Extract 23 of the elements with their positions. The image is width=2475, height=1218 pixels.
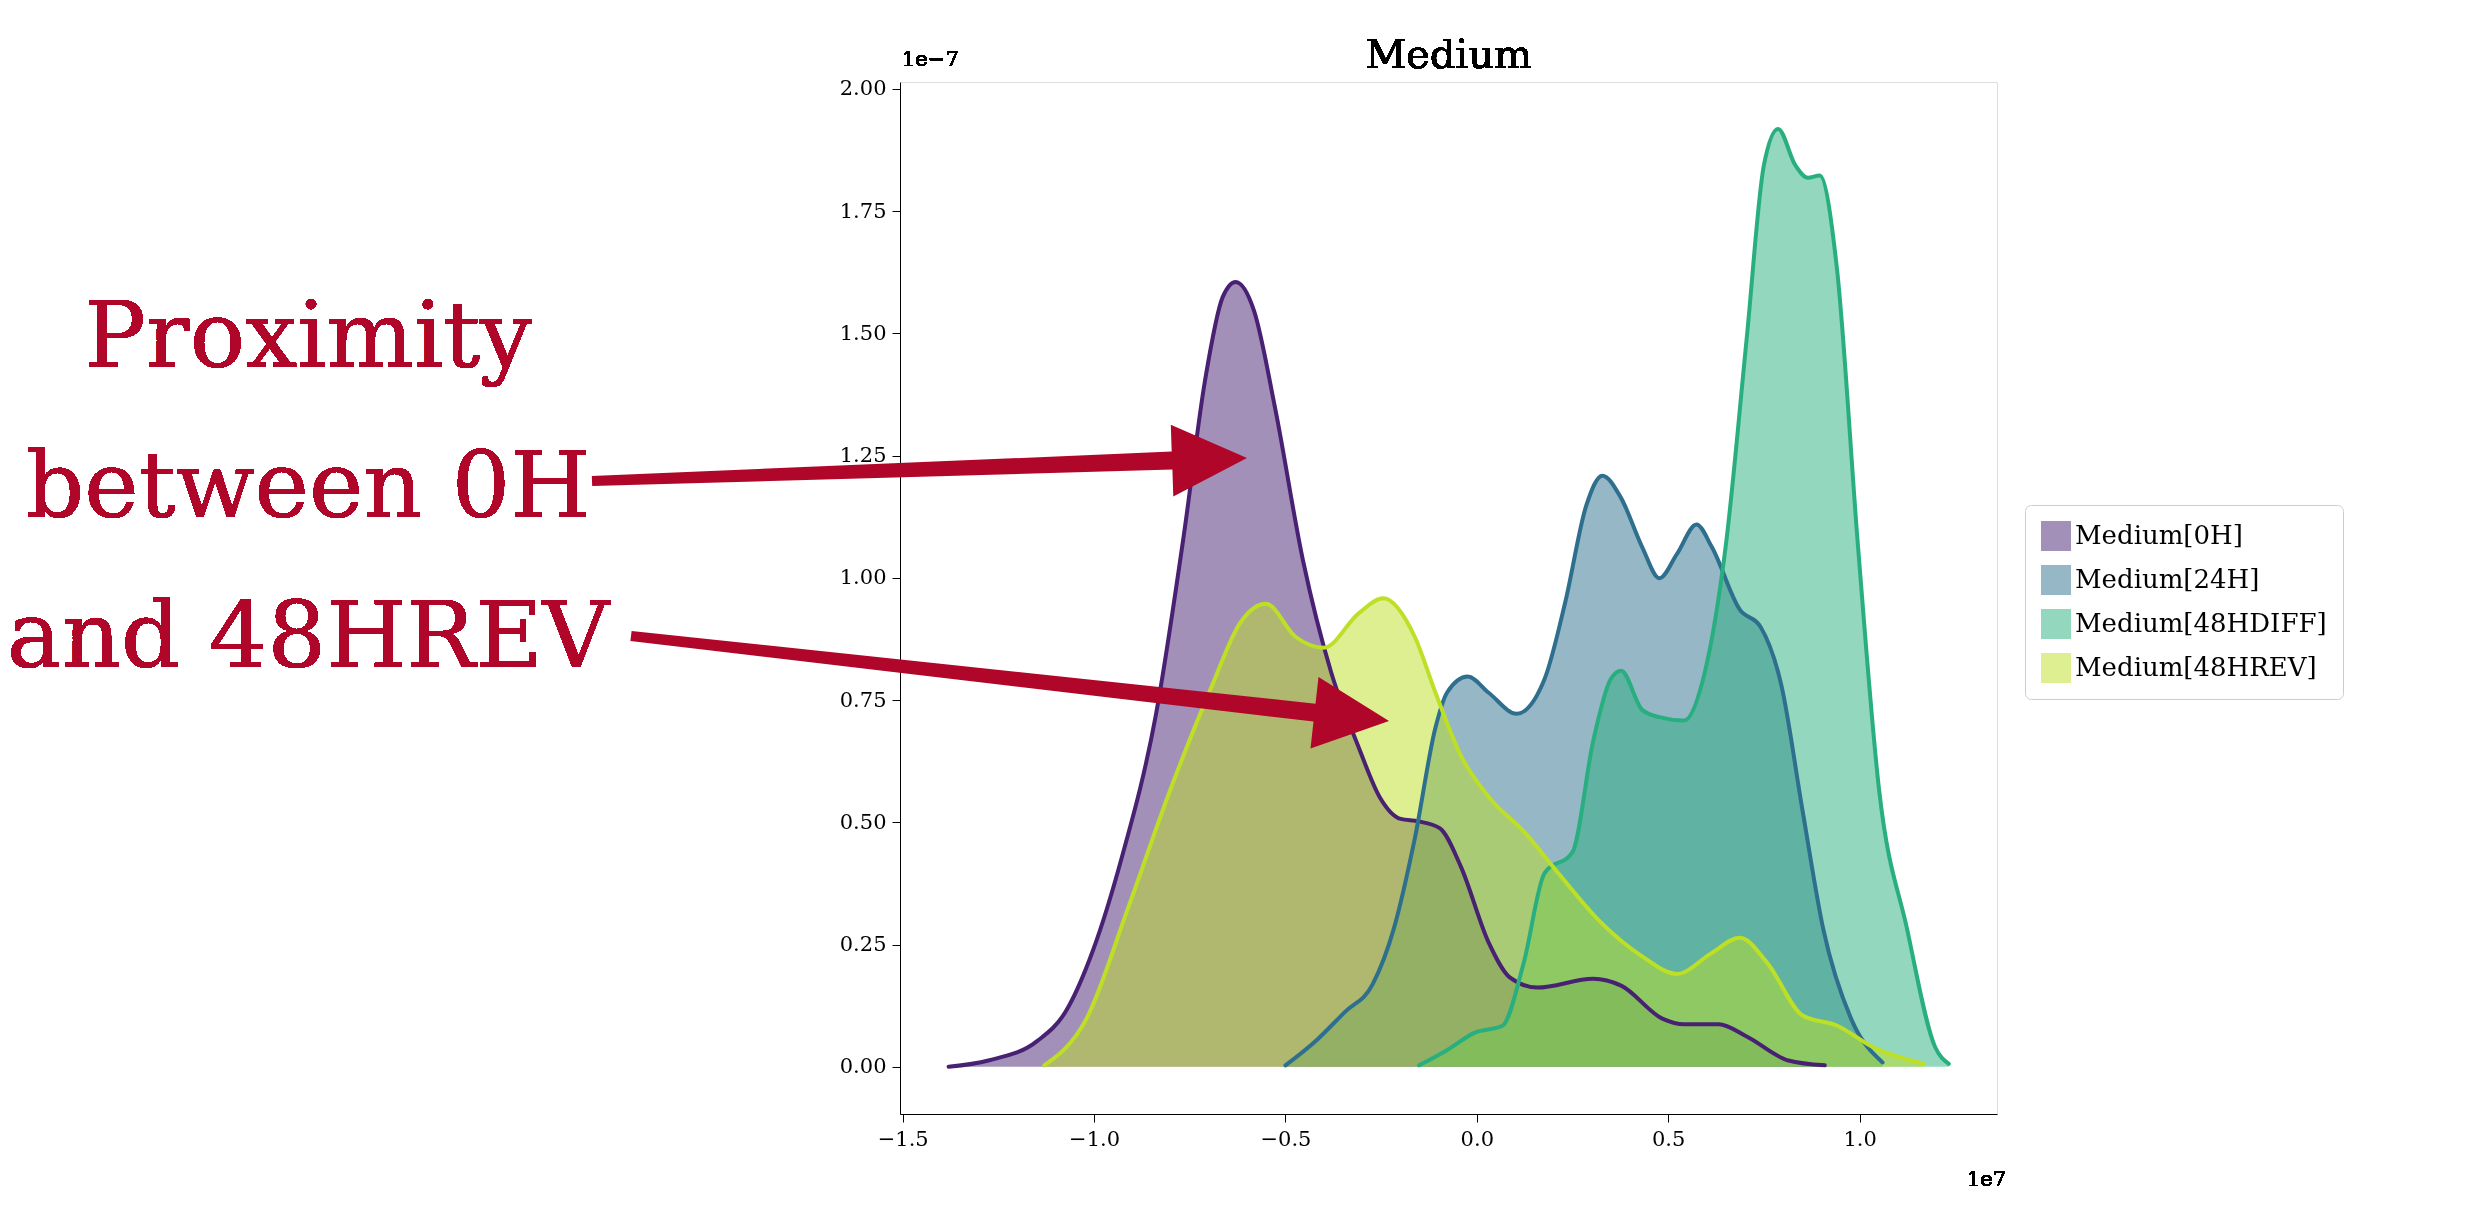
text: 1e7 (1967, 1167, 2007, 1191)
x-tick-label: 1.0 (1843, 1126, 1877, 1151)
y-tick-label: 2.00 (839, 76, 887, 101)
x-tick-label: 0.0 (1460, 1126, 1495, 1151)
chart-title: Medium (1365, 31, 1532, 77)
legend-label: Medium[48HDIFF] (2075, 608, 2327, 638)
y-tick-label: 0.00 (839, 1054, 887, 1079)
x-tick-label: −1.5 (877, 1126, 929, 1151)
y-tick-label: 1.00 (839, 565, 887, 590)
legend-label: Medium[48HREV] (2075, 652, 2317, 682)
y-tick-label: 0.50 (839, 809, 887, 834)
y-tick-label: 1.75 (839, 198, 887, 223)
y-tick-label: 0.75 (839, 687, 887, 712)
x-tick-label: −1.0 (1069, 1126, 1121, 1151)
legend-label: Medium[24H] (2075, 564, 2260, 594)
x-tick-label: −0.5 (1260, 1126, 1312, 1151)
y-tick-label: 0.25 (839, 932, 887, 957)
y-tick-label: 1.25 (839, 443, 887, 468)
text: Proximity between 0H and 48HREV (6, 282, 611, 689)
legend-label: Medium[0H] (2075, 520, 2243, 550)
text: 1e−7 (902, 47, 959, 71)
y-tick-label: 1.50 (839, 320, 887, 345)
x-tick-label: 0.5 (1652, 1126, 1686, 1151)
